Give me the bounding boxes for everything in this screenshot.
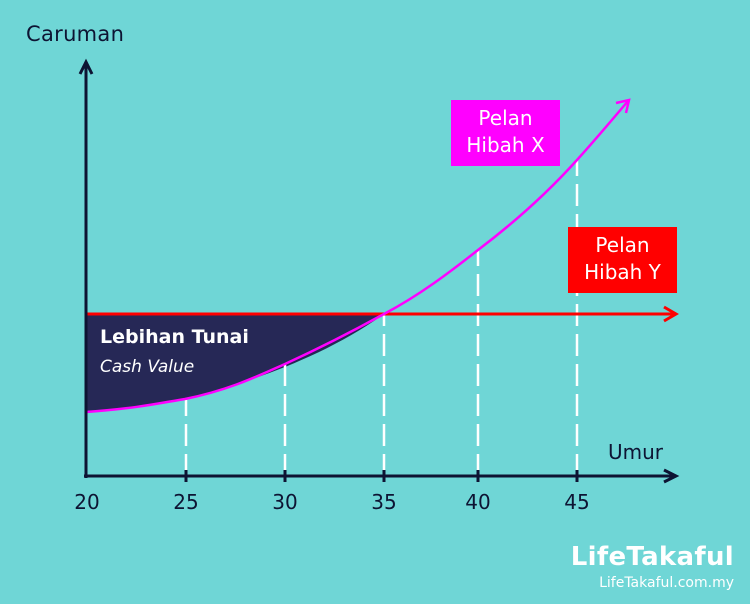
plan-x-curve — [85, 98, 631, 414]
brand-url: LifeTakaful.com.my — [599, 575, 734, 591]
plan-y-label: Pelan Hibah Y — [568, 227, 677, 293]
x-tick-35: 35 — [371, 490, 397, 514]
plan-y-line — [86, 305, 679, 323]
x-tick-25: 25 — [173, 490, 199, 514]
plan-y-label-line1: Pelan — [595, 233, 650, 257]
x-axis-arrow-icon — [663, 468, 680, 484]
x-tick-20: 20 — [74, 490, 100, 514]
age-guide-lines — [184, 160, 579, 476]
x-tick-30: 30 — [272, 490, 298, 514]
cash-value-subtitle: Cash Value — [100, 357, 195, 377]
plan-x-label-line2: Hibah X — [466, 133, 545, 157]
y-axis-arrow-icon — [78, 58, 94, 75]
plan-x-label-line1: Pelan — [478, 106, 533, 130]
plan-y-label-line2: Hibah Y — [584, 260, 661, 284]
brand-logo: LifeTakaful — [570, 542, 734, 572]
cash-value-title: Lebihan Tunai — [100, 326, 249, 348]
axes — [78, 58, 680, 484]
x-tick-45: 45 — [564, 490, 590, 514]
plan-x-label: Pelan Hibah X — [451, 100, 560, 166]
cash-value-area — [86, 314, 384, 412]
x-axis-label: Umur — [608, 440, 664, 464]
x-tick-40: 40 — [465, 490, 491, 514]
y-axis-label: Caruman — [26, 22, 125, 46]
